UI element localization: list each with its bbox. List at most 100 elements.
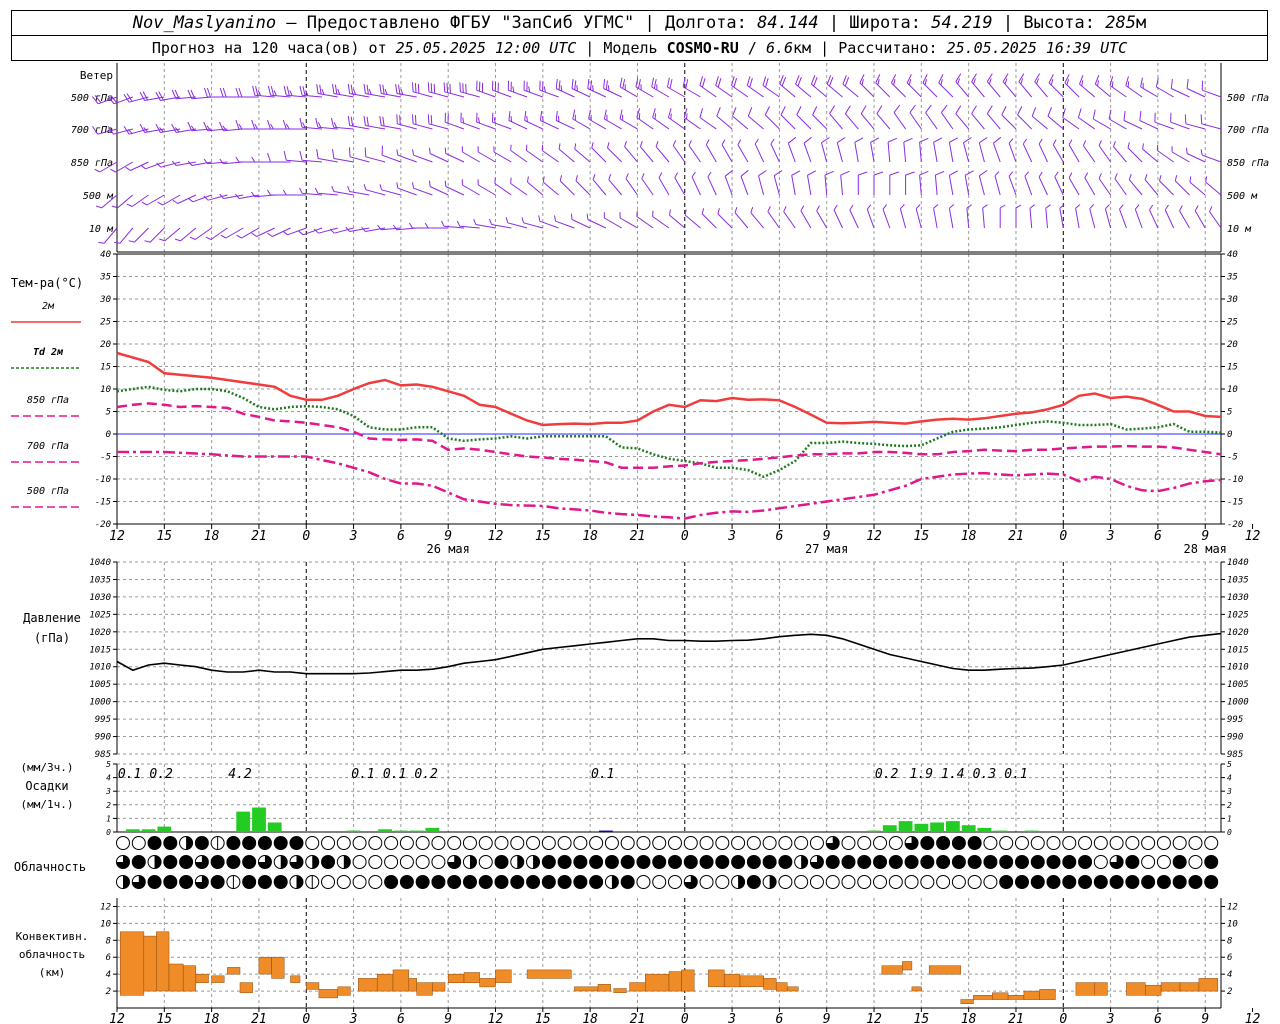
cloud-symbol [384,836,399,850]
precip-3h-label: 0.2 [875,767,899,782]
wind-barb [347,84,370,98]
wind-barb [250,191,275,198]
cloud-symbol [652,875,667,889]
cloud-symbol [431,855,446,869]
wind-barb [572,109,591,130]
wind-barb [1128,174,1143,196]
wind-barb [1170,112,1190,130]
convective-panel: Конвективн. облачность (км) 2 2 4 4 6 6 8 8 10 10… [16,898,1261,1024]
cloud-symbol [967,855,982,869]
wind-level-label: 700 гПа [1227,125,1269,136]
cloud-symbol [809,836,824,850]
date-label: 27 мая [805,542,848,556]
cloud-symbol [1030,855,1045,869]
wind-barb [925,104,938,130]
forecast-time: 25.05.2025 12:00 UTC [395,39,577,57]
model-name: COSMO-RU [666,39,739,57]
wind-barb [721,139,733,163]
wind-barb [1179,205,1190,229]
wind-barb [476,112,496,130]
cloud-symbol [1204,836,1219,850]
cloud-symbol [384,855,399,869]
cloud-symbol [526,836,541,850]
wind-barb [1079,75,1096,98]
wind-barb [444,180,465,196]
y-tick-label: 40 [1227,250,1238,260]
conv-x-ticks: 1215182103691215182103691215182103691215… [109,1008,1261,1024]
wind-barb [887,137,898,163]
cloud-symbol [668,855,682,869]
x-tick-label: 18 [961,1012,977,1024]
y-tick-label: 35 [1226,273,1238,283]
cloud-symbol [557,855,572,869]
wind-barb [915,204,922,229]
model-res: 6.6 [765,39,794,57]
wind-barb [141,194,165,206]
wind-barb [521,217,543,229]
wind-barb [636,210,654,229]
cloud-symbol [573,836,588,850]
cloud-symbol [904,855,919,869]
wind-barb [1123,111,1143,130]
wind-barb [361,226,386,232]
cloud-symbol [289,836,304,850]
y-tick-label: 4 [1227,970,1232,980]
cloud-symbol [1014,875,1029,889]
pressure-unit: (гПа) [34,631,70,645]
y-tick-label: 1005 [1227,680,1249,690]
conv-bar [881,965,903,975]
cloud-symbol-fill [123,875,130,889]
wind-barb [505,217,528,229]
wind-barb [1155,77,1174,98]
wind-barb [724,169,734,196]
alt-label: Высота: [1023,13,1095,33]
wind-barb [381,145,402,163]
wind-barb [1008,171,1017,196]
wind-barb [1104,204,1112,229]
wind-barb [299,187,323,196]
conv-bar [775,982,788,992]
wind-barb [625,173,638,196]
y-tick-label: 0 [1227,430,1232,440]
y-tick-label: 6 [1227,953,1232,963]
cloud-symbol [920,836,935,850]
wind-barb [1186,147,1206,163]
wind-barb [110,161,134,173]
wind-barb [424,222,449,229]
wind-barb [1154,112,1174,130]
wind-barb [508,111,528,130]
wind-barb [873,171,884,195]
wind-barb [899,204,907,229]
temp-line-850-гПа [116,402,1222,470]
wind-barb [607,142,623,163]
provider-text: — Предоставлено ФГБУ "ЗапСиб УГМС" [276,13,635,33]
wind-barb [821,137,830,163]
wind-level-label: 850 гПа [71,158,113,169]
cloud-symbol-fill [343,855,351,869]
y-tick-label: 1025 [1227,610,1249,620]
wind-barb [235,87,259,98]
precip-bar [346,830,361,832]
wind-barb [986,105,1001,130]
wind-barb [1094,75,1111,98]
header-station-line: Nov_Maslyanino — Предоставлено ФГБУ "Зап… [11,10,1268,36]
wind-barb [919,137,929,163]
wind-barb [699,108,717,130]
wind-barb [140,161,165,170]
y-tick-label: 3 [1226,787,1232,796]
x-tick-label: 0 [302,1012,310,1024]
cloud-symbol [447,836,462,850]
wind-barb [699,76,717,98]
y-tick-label: 15 [1227,363,1238,373]
wind-barb [1045,204,1051,229]
wind-barb [267,85,291,98]
wind-barb [922,74,938,98]
precip-3h-label: 0.3 [973,767,996,782]
x-tick-label: 6 [1154,529,1162,544]
cloud-symbol [857,836,872,850]
cloud-symbol [589,855,604,869]
lat-label: Широта: [849,13,921,33]
cloud-symbol [746,875,761,889]
y-tick-label: 2 [106,987,111,997]
y-tick-label: 20 [100,340,111,350]
